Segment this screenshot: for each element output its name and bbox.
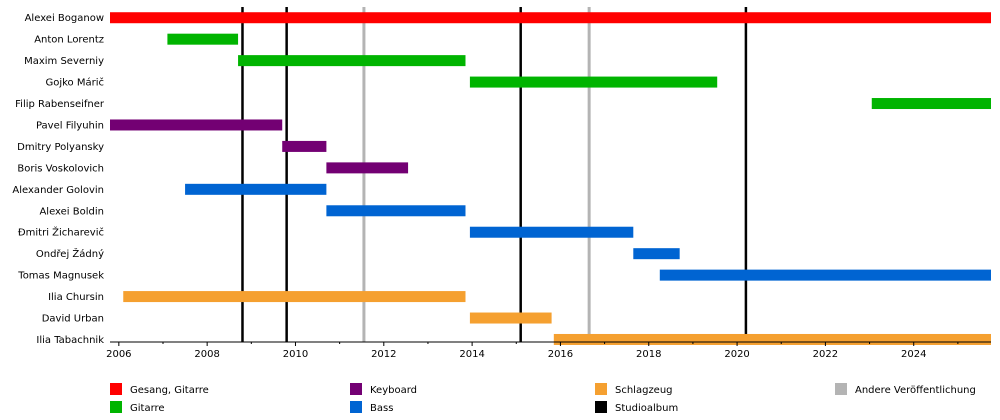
legend-swatch-other bbox=[835, 383, 847, 395]
member-bar-guitar bbox=[469, 76, 718, 88]
member-labels: Alexei Boganow Anton Lorentz Maxim Severni… bbox=[12, 13, 104, 346]
x-tick-label: 2022 bbox=[813, 349, 838, 360]
legend-swatch-vocals bbox=[110, 383, 122, 395]
legend-label-keyboard: Keyboard bbox=[370, 385, 417, 396]
legend-swatch-drums bbox=[595, 383, 607, 395]
member-label: Alexei Boganow bbox=[25, 13, 104, 24]
x-tick-label: 2020 bbox=[724, 349, 749, 360]
legend-label-vocals: Gesang, Gitarre bbox=[130, 385, 209, 396]
member-label: Ondřej Žádný bbox=[36, 247, 104, 260]
x-tick-label: 2014 bbox=[459, 349, 484, 360]
legend-label-guitar: Gitarre bbox=[130, 403, 165, 414]
member-bar-keyboard bbox=[326, 162, 409, 174]
member-label: Gojko Márič bbox=[45, 77, 104, 89]
x-tick-label: 2018 bbox=[636, 349, 661, 360]
legend-label-studio: Studioalbum bbox=[615, 403, 678, 414]
legend-swatch-guitar bbox=[110, 401, 122, 413]
member-label: Alexei Boldin bbox=[39, 206, 104, 217]
member-label: Ɖmitri Žicharevič bbox=[18, 226, 104, 239]
member-bar-bass bbox=[185, 183, 327, 195]
member-bar-bass bbox=[326, 205, 466, 217]
legend-label-bass: Bass bbox=[370, 403, 393, 414]
member-label: Tomas Magnusek bbox=[17, 271, 104, 282]
member-label: Ilia Tabachnik bbox=[36, 335, 104, 346]
x-tick-label: 2024 bbox=[901, 349, 926, 360]
member-bar-guitar bbox=[871, 98, 991, 110]
legend-swatch-bass bbox=[350, 401, 362, 413]
x-tick-label: 2008 bbox=[194, 349, 219, 360]
legend: Gesang, Gitarre Gitarre Keyboard Bass Schlag… bbox=[110, 383, 976, 414]
x-tick-label: 2006 bbox=[106, 349, 131, 360]
legend-swatch-keyboard bbox=[350, 383, 362, 395]
member-label: Boris Voskolovich bbox=[17, 163, 104, 174]
member-label: Dmitry Polyansky bbox=[17, 142, 104, 153]
member-label: Filip Rabenseifner bbox=[15, 99, 105, 110]
member-label: David Urban bbox=[42, 314, 104, 325]
member-bar-keyboard bbox=[110, 119, 283, 131]
member-bar-guitar bbox=[238, 55, 466, 67]
member-bar-bass bbox=[469, 226, 634, 238]
member-bar-drums bbox=[469, 312, 552, 324]
member-label: Ilia Chursin bbox=[48, 292, 104, 303]
member-bar-vocals bbox=[110, 12, 991, 24]
member-label: Pavel Filyuhin bbox=[36, 120, 104, 131]
x-tick-label: 2016 bbox=[548, 349, 573, 360]
x-axis: 2006 2008 2010 2012 2014 2016 2018 2020 2022 2024 bbox=[106, 341, 991, 360]
legend-label-drums: Schlagzeug bbox=[615, 385, 673, 396]
x-tick-label: 2010 bbox=[283, 349, 308, 360]
member-bars bbox=[110, 12, 991, 345]
member-label: Alexander Golovin bbox=[12, 185, 104, 196]
member-bar-bass bbox=[633, 248, 680, 260]
member-label: Anton Lorentz bbox=[34, 35, 104, 46]
member-bar-guitar bbox=[167, 33, 239, 45]
x-tick-label: 2012 bbox=[371, 349, 396, 360]
legend-label-other: Andere Veröffentlichung bbox=[855, 385, 976, 396]
member-bar-drums bbox=[553, 333, 991, 345]
member-label: Maxim Severniy bbox=[24, 56, 104, 67]
member-bar-keyboard bbox=[282, 140, 327, 152]
member-bar-drums bbox=[123, 291, 466, 303]
member-bar-bass bbox=[659, 269, 991, 281]
legend-swatch-studio bbox=[595, 401, 607, 413]
